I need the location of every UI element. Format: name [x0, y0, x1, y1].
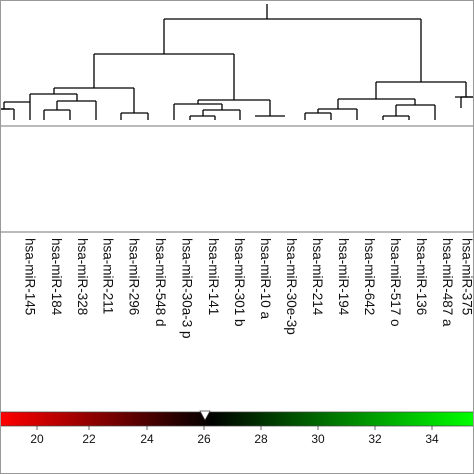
- row-label: hsa-miR-30e-3p: [284, 238, 299, 335]
- row-label: hsa-miR-375: [460, 238, 474, 315]
- heatmap-grid: [0, 125, 474, 233]
- row-label: hsa-miR-184: [49, 238, 64, 316]
- colorbar-tick-label: 34: [425, 432, 439, 446]
- colorbar-tick-label: 26: [197, 432, 211, 446]
- row-label: hsa-miR-145: [23, 238, 38, 315]
- row-label: hsa-miR-30b: [0, 0, 77, 3]
- row-label: hsa-miR-30a-3 p: [180, 238, 195, 339]
- row-label: hsa-miR-141: [206, 238, 221, 315]
- colorbar-tick-label: 28: [254, 432, 268, 446]
- colorbar-tick-label: 30: [311, 432, 325, 446]
- heatmap-border: [0, 125, 474, 233]
- row-label: hsa-miR-211: [101, 238, 116, 314]
- row-label: hsa-miR-10 a: [258, 238, 273, 320]
- row-labels: hsa-miR-145 hsa-miR-184 hsa-miR-328 hsa-miR…: [0, 0, 474, 339]
- colorbar-bar: [0, 411, 474, 427]
- row-label: hsa-miR-328: [75, 238, 90, 315]
- row-label: hsa-miR-517 o: [388, 238, 403, 327]
- colorbar-tick-label: 32: [368, 432, 382, 446]
- colorbar-marker: [199, 410, 211, 421]
- colorbar-tick-label: 22: [82, 432, 96, 446]
- row-label: hsa-miR-548 d: [153, 238, 168, 327]
- dendrogram: [0, 4, 474, 120]
- colorbar-tick-label: 20: [30, 432, 44, 446]
- row-label: hsa-miR-301 b: [232, 238, 247, 327]
- colorbar-tick-label: 24: [140, 432, 154, 446]
- colorbar: 20 22 24 26 28 30 32 34: [0, 410, 474, 446]
- row-label: hsa-miR-136: [414, 238, 429, 315]
- row-label: hsa-miR-214: [310, 238, 325, 316]
- row-label: hsa-miR-487 a: [440, 238, 455, 327]
- row-label: hsa-miR-194: [336, 238, 351, 316]
- row-label: hsa-miR-296: [127, 238, 142, 315]
- row-label: hsa-miR-642: [362, 238, 377, 315]
